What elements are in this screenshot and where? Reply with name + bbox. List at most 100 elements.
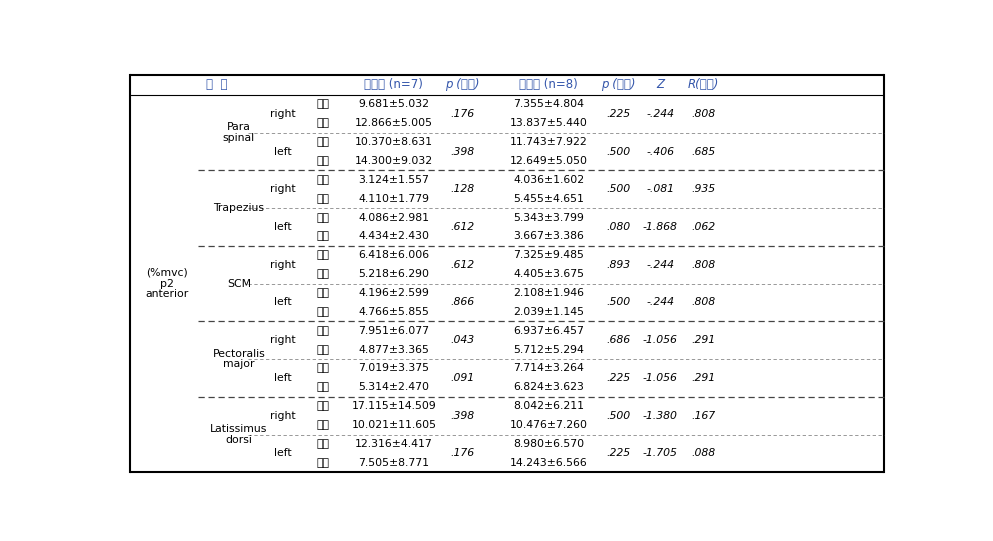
Text: -.081: -.081 [646, 184, 674, 194]
Text: 6.937±6.457: 6.937±6.457 [513, 326, 584, 336]
Text: Latissimus: Latissimus [211, 424, 267, 434]
Text: dorsi: dorsi [225, 435, 252, 445]
Text: -.244: -.244 [646, 298, 674, 307]
Text: 3.667±3.386: 3.667±3.386 [513, 232, 584, 241]
Text: .500: .500 [607, 298, 631, 307]
Text: 7.505±8.771: 7.505±8.771 [358, 458, 429, 468]
Text: p2: p2 [160, 279, 174, 288]
Text: 4.877±3.365: 4.877±3.365 [358, 345, 429, 355]
Text: 사후: 사후 [316, 307, 329, 317]
Text: .612: .612 [450, 222, 474, 232]
Text: .062: .062 [692, 222, 716, 232]
Text: major: major [223, 359, 254, 370]
Text: 구  분: 구 분 [207, 78, 227, 91]
Text: .225: .225 [607, 373, 631, 383]
Text: .808: .808 [692, 298, 716, 307]
Text: 사후: 사후 [316, 382, 329, 392]
Text: .686: .686 [607, 335, 631, 345]
Text: .225: .225 [607, 448, 631, 458]
Text: left: left [274, 222, 292, 232]
Text: 5.343±3.799: 5.343±3.799 [513, 213, 584, 222]
Text: right: right [270, 411, 296, 421]
Text: 12.316±4.417: 12.316±4.417 [355, 439, 433, 449]
Text: left: left [274, 147, 292, 156]
Text: 2.039±1.145: 2.039±1.145 [513, 307, 584, 317]
Text: .291: .291 [692, 335, 716, 345]
Text: 7.019±3.375: 7.019±3.375 [358, 364, 429, 373]
Text: 11.743±7.922: 11.743±7.922 [510, 137, 588, 147]
Text: Z: Z [656, 78, 664, 91]
Text: 5.712±5.294: 5.712±5.294 [513, 345, 584, 355]
Text: 사후: 사후 [316, 345, 329, 355]
Text: .128: .128 [450, 184, 474, 194]
Text: 5.218±6.290: 5.218±6.290 [358, 269, 429, 279]
Text: (%mvc): (%mvc) [146, 268, 188, 278]
Text: -.406: -.406 [646, 147, 674, 156]
Text: 4.196±2.599: 4.196±2.599 [358, 288, 429, 298]
Text: .500: .500 [607, 184, 631, 194]
Text: 7.714±3.264: 7.714±3.264 [513, 364, 584, 373]
Text: SCM: SCM [226, 279, 251, 288]
Text: 사전: 사전 [316, 364, 329, 373]
Text: 4.086±2.981: 4.086±2.981 [358, 213, 429, 222]
Text: .893: .893 [607, 260, 631, 270]
Text: left: left [274, 298, 292, 307]
Text: .935: .935 [692, 184, 716, 194]
Text: right: right [270, 260, 296, 270]
Text: 12.649±5.050: 12.649±5.050 [509, 156, 588, 166]
Text: 12.866±5.005: 12.866±5.005 [355, 118, 433, 128]
Text: left: left [274, 373, 292, 383]
Text: left: left [274, 448, 292, 458]
Text: 실험군 (n=7): 실험군 (n=7) [364, 78, 423, 91]
Text: 10.476±7.260: 10.476±7.260 [509, 420, 588, 430]
Text: .043: .043 [450, 335, 474, 345]
Text: .866: .866 [450, 298, 474, 307]
Text: 6.824±3.623: 6.824±3.623 [513, 382, 584, 392]
Text: 사전: 사전 [316, 288, 329, 298]
Text: .091: .091 [450, 373, 474, 383]
Text: 13.837±5.440: 13.837±5.440 [509, 118, 588, 128]
Text: -1.056: -1.056 [643, 373, 678, 383]
Text: 사후: 사후 [316, 156, 329, 166]
Text: spinal: spinal [222, 133, 255, 143]
Text: 사전: 사전 [316, 401, 329, 411]
Text: -1.868: -1.868 [643, 222, 678, 232]
Text: 14.300±9.032: 14.300±9.032 [355, 156, 433, 166]
Text: 사후: 사후 [316, 269, 329, 279]
Text: 4.110±1.779: 4.110±1.779 [358, 194, 429, 204]
Text: 8.042±6.211: 8.042±6.211 [513, 401, 584, 411]
Text: 대조군 (n=8): 대조군 (n=8) [519, 78, 578, 91]
Text: 사전: 사전 [316, 326, 329, 336]
Text: 사전: 사전 [316, 175, 329, 185]
Text: 사전: 사전 [316, 100, 329, 109]
Text: .167: .167 [692, 411, 716, 421]
Text: -1.056: -1.056 [643, 335, 678, 345]
Text: 5.455±4.651: 5.455±4.651 [513, 194, 584, 204]
Text: .088: .088 [692, 448, 716, 458]
Text: Trapezius: Trapezius [213, 203, 264, 213]
Text: Para: Para [226, 122, 251, 133]
Text: 사후: 사후 [316, 232, 329, 241]
Text: 사전: 사전 [316, 250, 329, 260]
Text: p (군내): p (군내) [445, 78, 480, 91]
Text: 사후: 사후 [316, 194, 329, 204]
Text: .176: .176 [450, 109, 474, 119]
Text: 사전: 사전 [316, 213, 329, 222]
Text: 4.766±5.855: 4.766±5.855 [358, 307, 429, 317]
Text: .808: .808 [692, 260, 716, 270]
Text: 9.681±5.032: 9.681±5.032 [358, 100, 429, 109]
Text: 2.108±1.946: 2.108±1.946 [513, 288, 584, 298]
Text: .685: .685 [692, 147, 716, 156]
Text: .612: .612 [450, 260, 474, 270]
Text: R(군간): R(군간) [688, 78, 720, 91]
Text: .176: .176 [450, 448, 474, 458]
Text: 4.036±1.602: 4.036±1.602 [513, 175, 585, 185]
Text: 6.418±6.006: 6.418±6.006 [358, 250, 429, 260]
Text: 4.405±3.675: 4.405±3.675 [513, 269, 584, 279]
Text: .398: .398 [450, 411, 474, 421]
Text: 8.980±6.570: 8.980±6.570 [513, 439, 585, 449]
Text: -.244: -.244 [646, 260, 674, 270]
Text: right: right [270, 335, 296, 345]
Text: 3.124±1.557: 3.124±1.557 [358, 175, 429, 185]
Text: 사후: 사후 [316, 458, 329, 468]
